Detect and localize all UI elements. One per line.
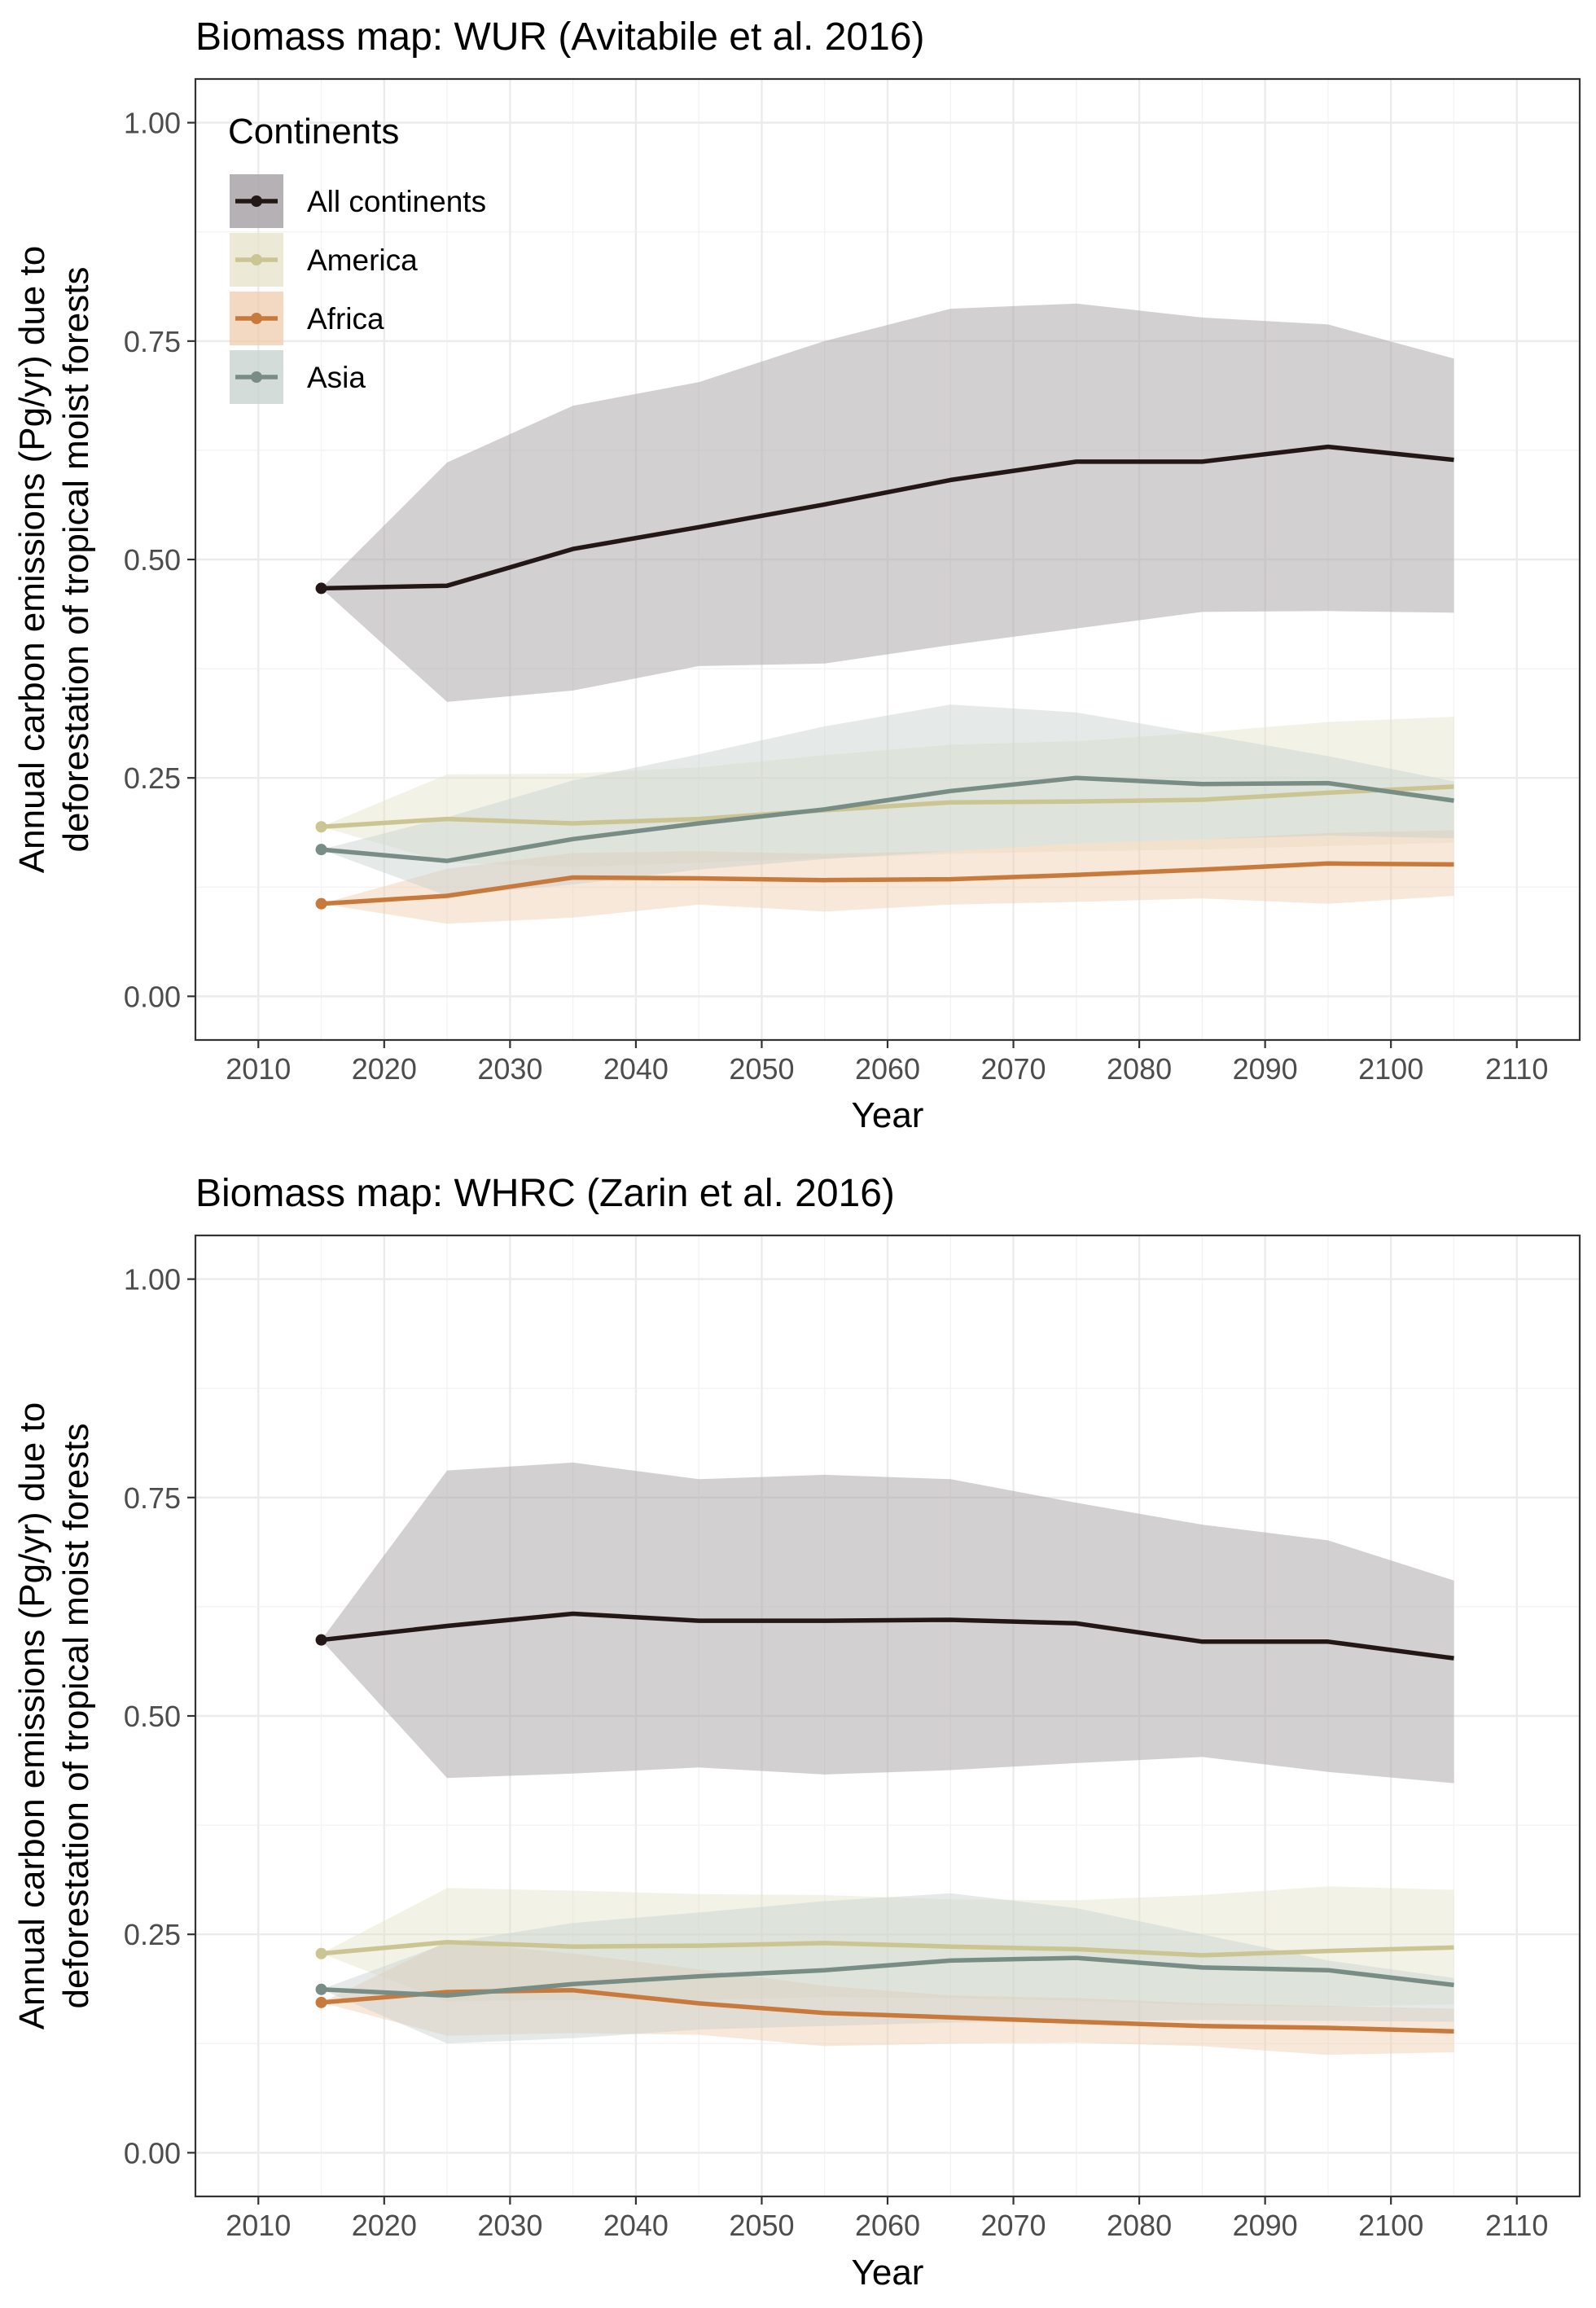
legend-key-point [251, 313, 262, 324]
y-axis-title-line-2: deforestation of tropical moist forests [56, 1424, 96, 2009]
band-all-continents [321, 1462, 1454, 1784]
series-point-asia [315, 844, 327, 856]
x-tick-label: 2030 [477, 1052, 542, 1086]
band-africa [321, 830, 1454, 924]
series-line-asia [321, 775, 1454, 863]
axis-ticks: 0.00 0.25 0.50 0.75 1.00 2010 2020 2030 2040 2050… [124, 1263, 1549, 2242]
y-axis-title: Annual carbon emissions (Pg/yr) due to d… [12, 1402, 96, 2029]
x-tick-label: 2110 [1485, 1052, 1548, 1086]
chart-panel-whrc: Biomass map: WHRC (Zarin et al. 2016) 0.… [12, 1172, 1581, 2293]
series-point-america [315, 821, 327, 833]
series-point-all-continents [315, 582, 327, 595]
band-all-continents [321, 303, 1454, 702]
y-tick-label: 0.50 [124, 543, 181, 577]
series-line-america [321, 784, 1454, 830]
x-tick-label: 2020 [352, 1052, 417, 1086]
legend-label-africa: Africa [307, 302, 384, 336]
series-point-all-continents [315, 1634, 327, 1646]
x-axis-title: Year [852, 2253, 924, 2293]
legend-key-all-continents [230, 174, 283, 228]
y-axis-title-line-1: Annual carbon emissions (Pg/yr) due to [12, 246, 52, 873]
y-tick-label: 0.50 [124, 1700, 181, 1733]
y-axis-title: Annual carbon emissions (Pg/yr) due to d… [12, 246, 96, 873]
legend-key-america [230, 233, 283, 287]
legend-key-point [251, 195, 262, 207]
series-lines [315, 1611, 1454, 2034]
legend-key-asia [230, 350, 283, 404]
x-tick-label: 2060 [855, 2209, 920, 2242]
series-line-asia [321, 1955, 1454, 1999]
y-tick-label: 0.25 [124, 761, 181, 795]
series-point-america [315, 1947, 327, 1959]
legend-label-america: America [307, 244, 418, 277]
x-tick-label: 2050 [729, 2209, 794, 2242]
legend-key-point [251, 254, 262, 265]
x-tick-label: 2090 [1233, 1052, 1298, 1086]
x-tick-label: 2060 [855, 1052, 920, 1086]
series-line-all-continents [321, 444, 1454, 591]
series-point-africa [315, 1996, 327, 2008]
legend-title: Continents [228, 112, 399, 151]
chart-title: Biomass map: WUR (Avitabile et al. 2016) [195, 15, 924, 59]
x-tick-label: 2070 [980, 1052, 1046, 1086]
y-axis-title-line-1: Annual carbon emissions (Pg/yr) due to [12, 1402, 52, 2029]
x-tick-label: 2040 [603, 2209, 669, 2242]
band-asia [321, 1893, 1454, 2044]
series-line-africa [321, 861, 1454, 906]
x-tick-label: 2020 [352, 2209, 417, 2242]
x-tick-label: 2030 [477, 2209, 542, 2242]
chart-panel-wur: Biomass map: WUR (Avitabile et al. 2016)… [12, 15, 1581, 1135]
x-tick-label: 2040 [603, 1052, 669, 1086]
band-america [321, 717, 1454, 867]
x-tick-label: 2100 [1358, 1052, 1423, 1086]
x-tick-label: 2070 [980, 2209, 1046, 2242]
x-tick-label: 2080 [1107, 1052, 1172, 1086]
x-tick-label: 2110 [1485, 2209, 1548, 2242]
y-tick-label: 0.25 [124, 1918, 181, 1951]
x-tick-label: 2010 [226, 1052, 291, 1086]
legend: Continents All continents America Africa… [228, 112, 486, 404]
chart-title: Biomass map: WHRC (Zarin et al. 2016) [195, 1172, 895, 1215]
y-axis-title-line-2: deforestation of tropical moist forests [56, 267, 96, 853]
axis-ticks: 0.00 0.25 0.50 0.75 1.00 2010 2020 2030 2040 2050… [124, 107, 1549, 1086]
y-tick-label: 0.00 [124, 2136, 181, 2170]
series-line-all-continents [321, 1611, 1454, 1661]
series-lines [315, 444, 1454, 910]
y-tick-label: 0.00 [124, 980, 181, 1013]
y-tick-label: 0.75 [124, 1481, 181, 1515]
legend-key-point [251, 371, 262, 383]
series-point-africa [315, 897, 327, 910]
series-line-america [321, 1940, 1454, 1958]
legend-label-asia: Asia [307, 361, 366, 394]
x-tick-label: 2090 [1233, 2209, 1298, 2242]
confidence-bands [321, 303, 1454, 924]
y-tick-label: 0.75 [124, 325, 181, 358]
x-tick-label: 2080 [1107, 2209, 1172, 2242]
x-tick-label: 2050 [729, 1052, 794, 1086]
series-point-asia [315, 1983, 327, 1995]
x-tick-label: 2010 [226, 2209, 291, 2242]
y-tick-label: 1.00 [124, 107, 181, 140]
x-tick-label: 2100 [1358, 2209, 1423, 2242]
x-axis-title: Year [852, 1095, 924, 1135]
y-tick-label: 1.00 [124, 1263, 181, 1297]
legend-label-all-continents: All continents [307, 185, 486, 218]
legend-key-africa [230, 292, 283, 345]
